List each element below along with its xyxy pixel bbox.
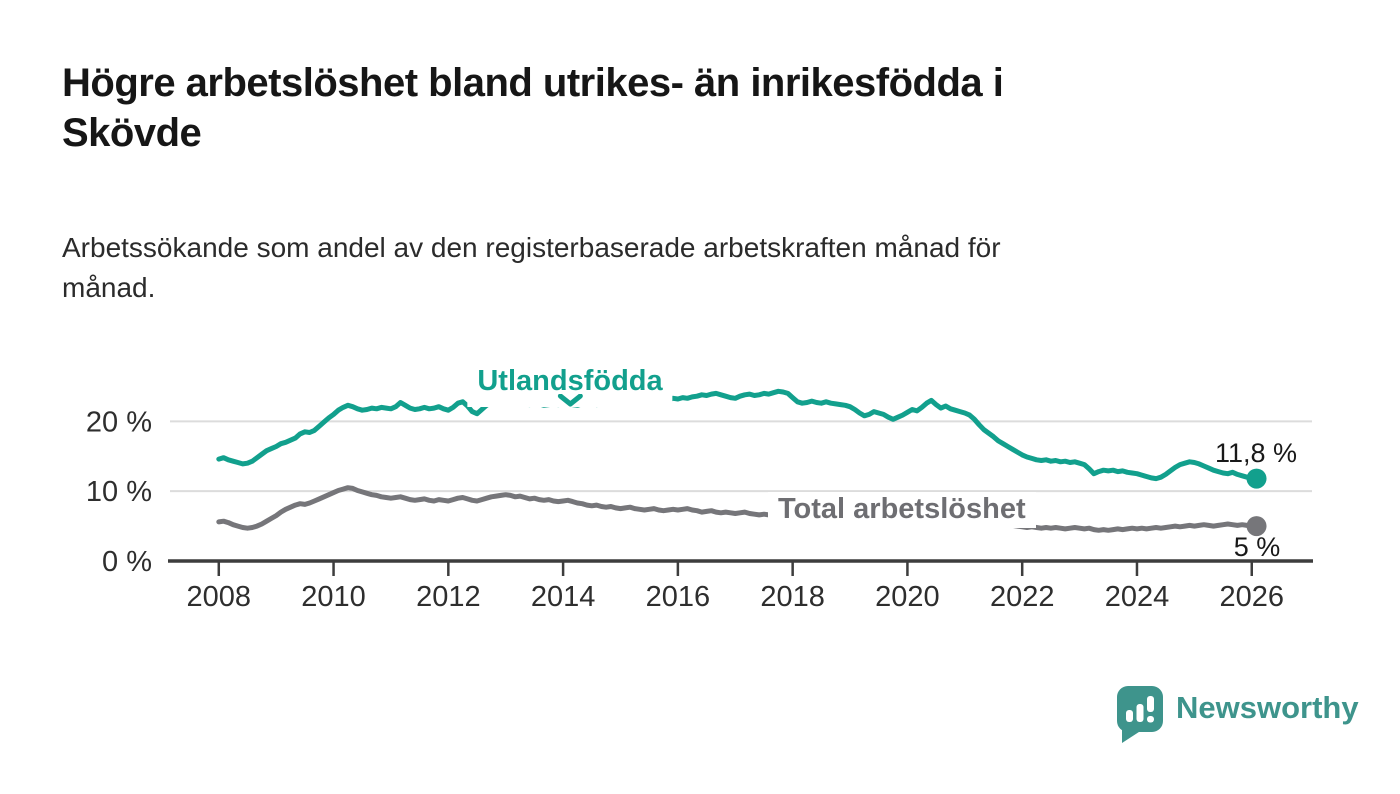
x-tick-label: 2020 [875, 581, 940, 613]
x-tick-label: 2026 [1219, 581, 1284, 613]
series-label-total-arbetsloshet: Total arbetslöshet [768, 492, 1036, 528]
x-tick-label: 2024 [1105, 581, 1170, 613]
newsworthy-wordmark: Newsworthy [1176, 690, 1359, 725]
x-tick-label: 2016 [646, 581, 711, 613]
end-value-label-utlandsfodda: 11,8 % [1214, 438, 1298, 468]
chart-title-line2: Skövde [62, 111, 202, 155]
series-end-dot-total-arbetsl-shet [1246, 516, 1267, 537]
x-tick-label: 2014 [531, 581, 596, 613]
label-pointer-caret-icon [557, 394, 583, 407]
series-end-dot-utlandsf-dda [1246, 468, 1267, 489]
x-tick-label: 2018 [760, 581, 825, 613]
y-tick-label: 20 % [86, 406, 152, 438]
end-value-label-total: 5 % [1233, 532, 1281, 562]
y-tick-label: 0 % [102, 546, 152, 578]
x-tick-label: 2012 [416, 581, 481, 613]
chart-subtitle-line2: månad. [62, 272, 156, 303]
series-label-utlandsfodda-text: Utlandsfödda [477, 365, 663, 397]
newsworthy-bubble-chart-icon [1117, 686, 1163, 743]
chart-subtitle-line1: Arbetssökande som andel av den registerb… [62, 232, 1001, 263]
chart-title: Högre arbetslöshet bland utrikes- än inr… [62, 58, 1282, 158]
chart-title-line1: Högre arbetslöshet bland utrikes- än inr… [62, 61, 1004, 105]
series-label-utlandsfodda: Utlandsfödda [467, 364, 673, 407]
chart-subtitle: Arbetssökande som andel av den registerb… [62, 228, 1302, 308]
x-tick-label: 2010 [301, 581, 366, 613]
y-tick-label: 10 % [86, 476, 152, 508]
series-label-total-text: Total arbetslöshet [778, 493, 1026, 525]
series-line-utlandsf-dda [216, 388, 1259, 482]
x-tick-label: 2022 [990, 581, 1055, 613]
x-tick-label: 2008 [187, 581, 252, 613]
newsworthy-logo: Newsworthy [1116, 685, 1359, 747]
series-line-total-arbetsl-shet [216, 485, 1259, 533]
